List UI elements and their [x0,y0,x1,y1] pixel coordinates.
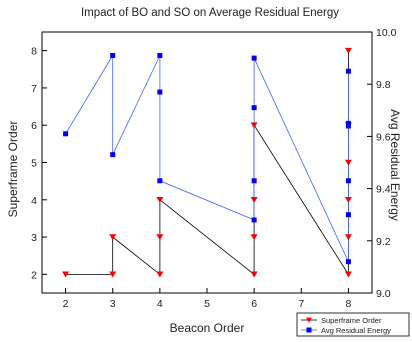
superframe-point [250,196,258,203]
legend-label-superframe: Superframe Order [321,316,382,325]
energy-point [63,131,69,137]
x-tick-label: 7 [298,298,304,310]
energy-point [345,212,351,218]
x-tick-label: 5 [204,298,210,310]
y-right-tick-label: 9.4 [376,184,391,196]
superframe-point [250,122,258,129]
superframe-point [109,234,117,241]
plot-frame [41,31,373,294]
superframe-point [344,196,352,203]
legend-marker-superframe [306,317,312,323]
superframe-point [156,234,164,241]
superframe-point [62,271,70,278]
x-tick-label: 2 [63,298,69,310]
x-axis-label: Beacon Order [170,321,245,335]
superframe-point [250,271,258,278]
y-left-tick-label: 2 [31,269,37,281]
series-markers [62,47,352,278]
energy-point [345,68,351,74]
x-tick-label: 3 [110,298,116,310]
x-tick-label: 8 [346,298,352,310]
superframe-series-line [65,50,349,276]
energy-point [251,217,257,223]
energy-point [251,55,257,61]
energy-point [345,178,351,184]
energy-point [345,123,351,129]
superframe-point [344,159,352,166]
superframe-point [344,234,352,241]
energy-point [157,178,163,184]
y-left-tick-label: 4 [31,195,37,207]
y-axis-right-label: Avg Residual Energy [388,109,402,221]
axis-ticks: 2 3 4 5 6 7 8 2 3 4 5 6 7 8 9.0 9.2 9.4 9.6 9.8 10.0 [31,27,396,310]
y-left-tick-label: 3 [31,232,37,244]
y-right-tick-label: 10.0 [376,27,397,39]
superframe-point [250,234,258,241]
y-right-tick-label: 9.6 [376,131,391,143]
energy-point [110,152,116,158]
y-left-tick-label: 5 [31,158,37,170]
energy-point [251,105,257,111]
energy-point [110,52,116,58]
y-right-tick-label: 9.2 [376,236,391,248]
energy-point [157,89,163,95]
energy-point [345,120,351,126]
chart-title: Impact of BO and SO on Average Residual … [81,7,339,19]
series-lines [65,50,349,276]
y-axis-left-label: Superframe Order [6,121,20,218]
superframe-point [344,47,352,54]
energy-point [157,52,163,58]
legend-box [296,312,410,337]
x-tick-label: 6 [251,298,257,310]
y-left-tick-label: 6 [31,120,37,132]
superframe-point [156,196,164,203]
superframe-point [344,271,352,278]
y-right-tick-label: 9.0 [376,288,391,300]
legend-label-energy: Avg Residual Energy [321,326,391,335]
energy-point [251,178,257,184]
energy-series-line [65,54,349,262]
y-left-tick-label: 7 [31,83,37,95]
superframe-point [156,271,164,278]
x-tick-label: 4 [157,298,163,310]
energy-point [345,259,351,265]
superframe-point [109,271,117,278]
legend-marker-energy [306,327,312,333]
y-right-tick-label: 9.8 [376,79,391,91]
y-left-tick-label: 8 [31,46,37,58]
